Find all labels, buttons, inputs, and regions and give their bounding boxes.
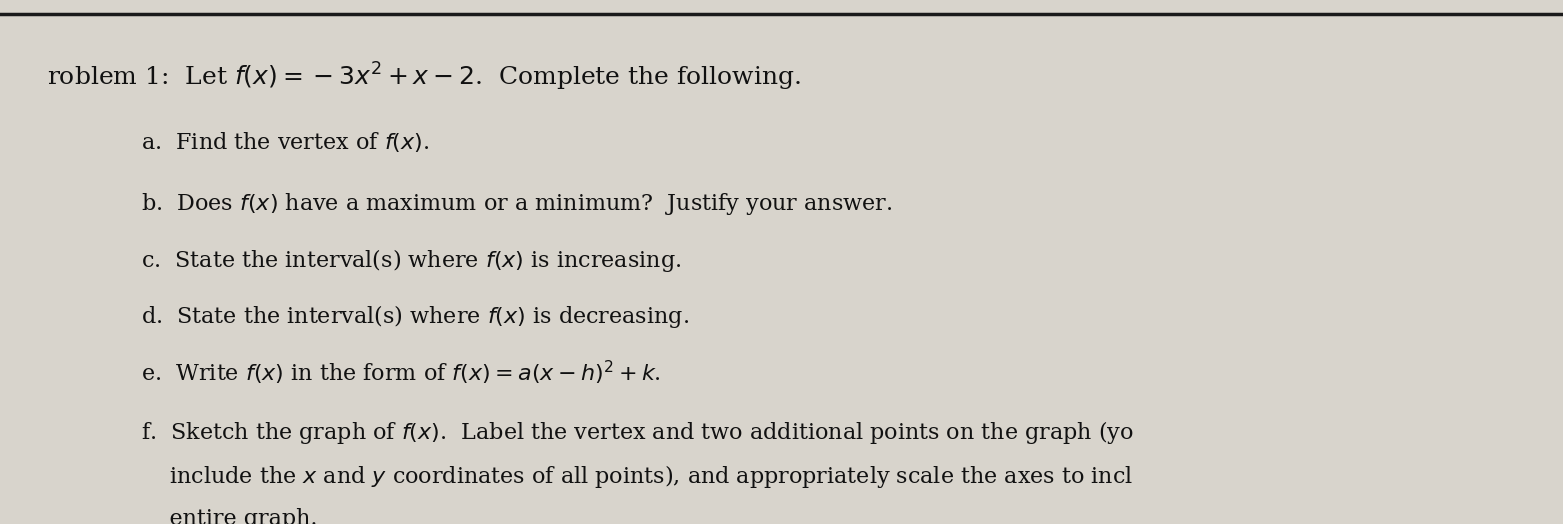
Text: entire graph.: entire graph. xyxy=(141,508,317,524)
Text: roblem 1:  Let $f(x) = -3x^2 + x - 2$.  Complete the following.: roblem 1: Let $f(x) = -3x^2 + x - 2$. Co… xyxy=(47,61,800,93)
Text: e.  Write $f(x)$ in the form of $f(x) = a(x - h)^2 + k$.: e. Write $f(x)$ in the form of $f(x) = a… xyxy=(141,358,661,387)
Text: d.  State the interval(s) where $f(x)$ is decreasing.: d. State the interval(s) where $f(x)$ is… xyxy=(141,303,689,330)
Text: b.  Does $f(x)$ have a maximum or a minimum?  Justify your answer.: b. Does $f(x)$ have a maximum or a minim… xyxy=(141,191,892,217)
Text: include the $x$ and $y$ coordinates of all points), and appropriately scale the : include the $x$ and $y$ coordinates of a… xyxy=(141,463,1133,490)
Text: f.  Sketch the graph of $f(x)$.  Label the vertex and two additional points on t: f. Sketch the graph of $f(x)$. Label the… xyxy=(141,419,1133,446)
Text: c.  State the interval(s) where $f(x)$ is increasing.: c. State the interval(s) where $f(x)$ is… xyxy=(141,247,681,274)
Text: a.  Find the vertex of $f(x)$.: a. Find the vertex of $f(x)$. xyxy=(141,130,428,155)
